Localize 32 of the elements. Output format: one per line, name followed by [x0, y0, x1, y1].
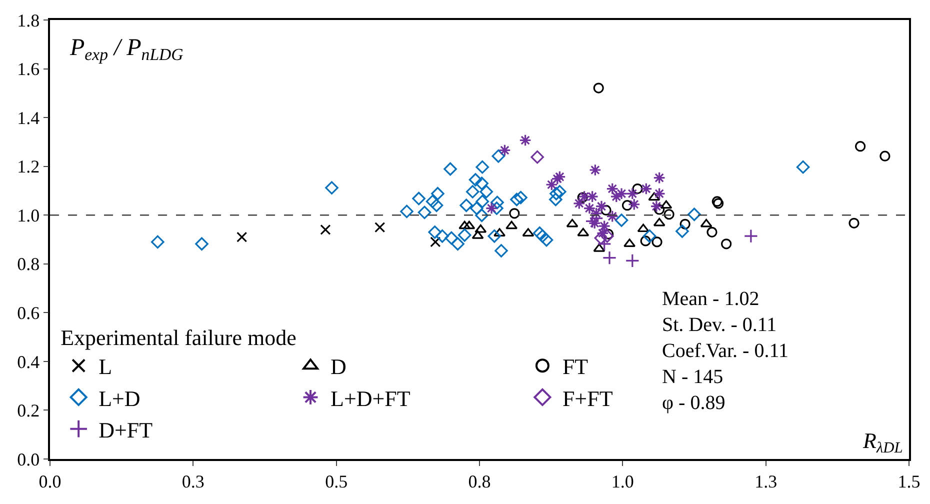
legend-title: Experimental failure mode	[60, 324, 296, 350]
x-axis-title: R$_{λDL}$	[862, 428, 903, 457]
annotation: N - 145	[662, 366, 724, 388]
legend-label: FT	[562, 354, 589, 380]
y-axis-title: P$_{exp}$ / P$_{nLDG}$	[69, 35, 184, 64]
y-tick-label: 1.2	[17, 156, 40, 177]
x-tick-label: 1.3	[754, 471, 778, 492]
legend-label: L+D	[98, 386, 140, 411]
legend-label: F+FT	[562, 386, 614, 411]
y-tick-label: 1.0	[17, 205, 40, 226]
x-tick-label: 0.8	[468, 471, 491, 492]
y-tick-label: 1.4	[17, 108, 40, 128]
annotation: Coef.Var. - 0.11	[662, 340, 788, 362]
x-tick-label: 0.0	[38, 471, 62, 492]
annotation: Mean - 1.02	[662, 288, 760, 310]
y-tick-label: 0.2	[17, 400, 40, 421]
y-tick-label: 1.8	[17, 10, 40, 30]
x-tick-label: 1.5	[898, 471, 920, 492]
annotation: φ - 0.89	[662, 392, 726, 414]
y-tick-label: 1.6	[17, 59, 40, 80]
x-tick-label: 0.5	[325, 471, 348, 492]
x-tick-label: 1.0	[611, 471, 634, 492]
annotation: St. Dev. - 0.11	[662, 314, 777, 336]
y-tick-label: 0.8	[17, 254, 40, 274]
y-tick-label: 0.6	[17, 302, 40, 323]
y-tick-label: 0.4	[17, 352, 40, 372]
legend-label: D	[330, 354, 346, 380]
legend-label: D+FT	[98, 417, 154, 442]
legend-label: L+D+FT	[330, 386, 411, 411]
legend-label: L	[98, 354, 112, 380]
x-tick-label: 0.3	[182, 471, 204, 492]
y-tick-label: 0.0	[17, 449, 40, 470]
